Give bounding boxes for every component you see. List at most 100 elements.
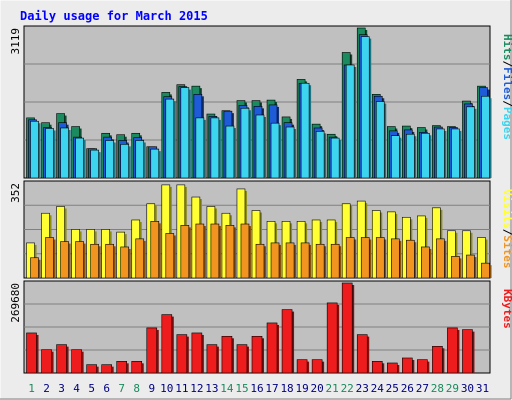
bar-kbytes-day-23 [356, 334, 368, 374]
bar-sites-day-17 [270, 242, 280, 279]
chart-panels: 3119Hits/Files/Pages352Visits/Sites26968… [9, 25, 512, 395]
bar-sites-day-15 [240, 223, 250, 279]
legend-item-visits: Visits [501, 189, 512, 229]
bar-kbytes-day-25 [386, 362, 398, 374]
bar-sites-day-9 [150, 221, 160, 279]
bar-sites-day-2 [45, 237, 54, 279]
bar-sites-day-20 [315, 243, 325, 279]
bar-pages-day-3 [60, 127, 69, 179]
legend-item-pages: Pages [501, 107, 512, 140]
bar-pages-day-19 [300, 82, 310, 179]
bar-pages-day-17 [270, 122, 280, 179]
x-tick-label-day-30: 30 [461, 382, 474, 395]
bar-sites-day-1 [30, 257, 39, 279]
legend-item-separator: / [501, 229, 512, 236]
bar-kbytes-day-9 [146, 327, 158, 374]
bar-pages-day-4 [75, 137, 84, 179]
bar-sites-day-23 [360, 237, 370, 279]
bar-kbytes-day-22 [341, 282, 353, 374]
bar-sites-day-14 [225, 225, 235, 279]
bar-kbytes-day-21 [326, 302, 338, 374]
bar-pages-day-15 [240, 107, 250, 179]
bar-pages-day-26 [406, 133, 415, 179]
bar-pages-day-9 [150, 148, 160, 179]
legend-bottom: KBytes [501, 289, 512, 329]
bar-pages-day-7 [120, 144, 130, 179]
bar-kbytes-day-4 [71, 349, 82, 374]
bar-kbytes-day-1 [26, 332, 37, 374]
bar-sites-day-4 [75, 241, 84, 279]
bar-kbytes-day-15 [236, 344, 248, 374]
x-tick-label-day-18: 18 [280, 382, 293, 395]
x-tick-label-day-16: 16 [250, 382, 263, 395]
legend-item-separator: / [501, 61, 512, 68]
bar-pages-day-14 [225, 125, 235, 179]
bar-sites-day-29 [451, 256, 460, 279]
bar-pages-day-23 [360, 36, 370, 179]
bar-sites-day-19 [300, 242, 310, 279]
bar-sites-day-3 [60, 241, 69, 279]
bar-pages-day-11 [180, 87, 190, 179]
bar-kbytes-day-27 [417, 359, 428, 374]
bar-pages-day-8 [135, 140, 145, 179]
y-max-label-middle: 352 [9, 183, 22, 203]
x-tick-label-day-9: 9 [148, 382, 155, 395]
bar-sites-day-6 [105, 243, 114, 279]
bar-kbytes-day-8 [131, 361, 143, 374]
x-tick-label-day-13: 13 [205, 382, 218, 395]
bar-kbytes-day-30 [462, 329, 473, 374]
bar-sites-day-24 [375, 237, 385, 279]
bar-sites-day-18 [285, 242, 295, 279]
bar-kbytes-day-13 [206, 344, 218, 374]
bar-pages-day-1 [30, 120, 39, 179]
x-tick-label-day-27: 27 [416, 382, 429, 395]
bar-pages-day-2 [45, 128, 54, 179]
bar-kbytes-day-12 [191, 332, 203, 374]
bar-sites-day-13 [210, 223, 220, 279]
bar-sites-day-16 [255, 243, 265, 279]
x-tick-label-day-31: 31 [476, 382, 489, 395]
x-tick-label-day-7: 7 [118, 382, 125, 395]
x-tick-label-day-25: 25 [386, 382, 399, 395]
bar-pages-day-30 [466, 106, 475, 179]
bar-pages-day-21 [330, 137, 340, 179]
x-tick-label-day-22: 22 [341, 382, 354, 395]
legend-item-sites: Sites [501, 235, 512, 268]
x-tick-label-day-15: 15 [235, 382, 248, 395]
y-max-label-bottom: 269680 [9, 283, 22, 323]
legend-item-kbytes: KBytes [501, 289, 512, 329]
x-tick-label-day-19: 19 [295, 382, 308, 395]
x-tick-label-day-2: 2 [43, 382, 50, 395]
x-tick-label-day-24: 24 [371, 382, 385, 395]
x-tick-label-day-29: 29 [446, 382, 459, 395]
bar-pages-day-29 [451, 128, 460, 179]
bar-sites-day-27 [421, 246, 430, 279]
bar-kbytes-day-24 [371, 361, 383, 374]
bar-sites-day-5 [90, 243, 99, 279]
x-tick-label-day-26: 26 [401, 382, 414, 395]
bar-kbytes-day-3 [56, 344, 67, 374]
x-tick-label-day-20: 20 [311, 382, 324, 395]
bar-pages-day-5 [90, 149, 99, 179]
bar-pages-day-12 [195, 117, 205, 179]
x-tick-label-day-1: 1 [28, 382, 35, 395]
bar-pages-day-24 [375, 101, 385, 179]
bar-kbytes-day-7 [116, 361, 128, 374]
bar-sites-day-8 [135, 238, 145, 279]
bar-kbytes-day-14 [221, 335, 233, 374]
bar-pages-day-31 [481, 95, 490, 179]
bar-pages-day-22 [345, 64, 355, 179]
bar-kbytes-day-16 [251, 335, 263, 374]
bar-pages-day-10 [165, 98, 175, 179]
x-tick-label-day-10: 10 [160, 382, 173, 395]
x-tick-label-day-28: 28 [431, 382, 444, 395]
x-tick-label-day-23: 23 [356, 382, 369, 395]
bar-kbytes-day-26 [402, 357, 413, 374]
x-tick-label-day-21: 21 [326, 382, 339, 395]
legend-top: Hits/Files/Pages [501, 34, 512, 140]
bar-sites-day-31 [481, 262, 490, 279]
bar-kbytes-day-2 [41, 349, 52, 374]
bar-sites-day-10 [165, 233, 175, 279]
